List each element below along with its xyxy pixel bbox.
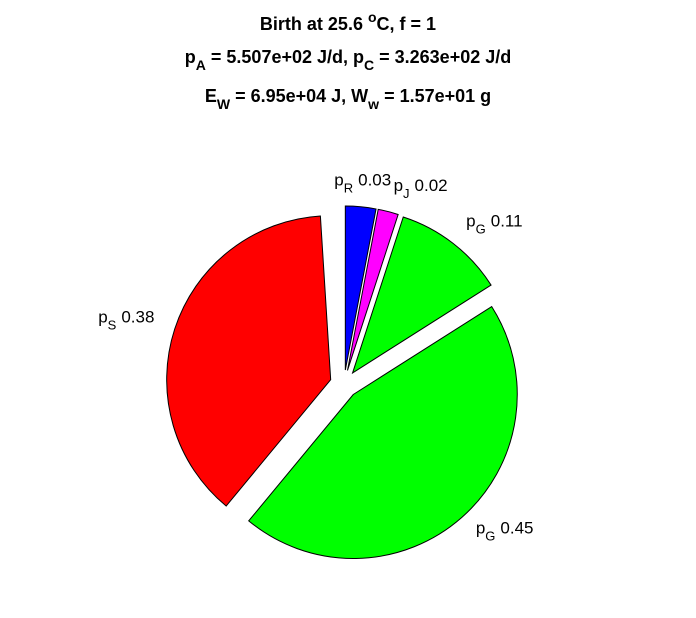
chart-title: EW = 6.95e+04 J, Ww = 1.57e+01 g	[205, 86, 491, 112]
label-subscript: S	[108, 317, 117, 332]
label-symbol: p	[98, 307, 107, 326]
label-symbol: p	[466, 212, 475, 231]
title-segment: = 1.57e+01 g	[379, 86, 491, 106]
title-segment: C	[364, 57, 374, 73]
label-symbol: p	[334, 171, 343, 190]
label-subscript: G	[485, 529, 495, 544]
label-value: 0.11	[491, 212, 523, 231]
title-segment: p	[185, 47, 196, 67]
chart-title: pA = 5.507e+02 J/d, pC = 3.263e+02 J/d	[185, 47, 511, 73]
pie-slice	[351, 216, 492, 375]
label-subscript: J	[403, 186, 410, 201]
title-segment: o	[368, 9, 377, 25]
title-segment: E	[205, 86, 217, 106]
slice-label: pJ 0.02	[394, 176, 448, 201]
label-value: 0.02	[415, 176, 448, 195]
slice-label: pS 0.38	[98, 307, 154, 332]
title-segment: C, f = 1	[377, 14, 437, 34]
title-segment: W	[217, 96, 231, 112]
slice-label: pR 0.03	[334, 171, 391, 196]
chart-title: Birth at 25.6 oC, f = 1	[260, 9, 436, 34]
label-value: 0.45	[500, 519, 533, 538]
pie-slice	[344, 205, 377, 371]
pie-slice	[166, 215, 332, 507]
label-symbol: p	[394, 176, 403, 195]
label-subscript: G	[476, 222, 486, 237]
label-symbol: p	[476, 519, 485, 538]
title-segment: = 6.95e+04 J, W	[230, 86, 368, 106]
pie-slice	[248, 305, 518, 559]
title-segment: = 5.507e+02 J/d, p	[206, 47, 364, 67]
title-segment: A	[196, 57, 206, 73]
label-subscript: R	[344, 181, 353, 196]
pie-slice	[346, 208, 399, 371]
title-segment: Birth at 25.6	[260, 14, 368, 34]
label-value: 0.03	[358, 171, 391, 190]
title-segment: = 3.263e+02 J/d	[374, 47, 511, 67]
slice-label: pG 0.45	[476, 519, 534, 544]
title-segment: w	[367, 96, 379, 112]
slice-label: pG 0.11	[466, 212, 522, 237]
label-value: 0.38	[121, 307, 154, 326]
